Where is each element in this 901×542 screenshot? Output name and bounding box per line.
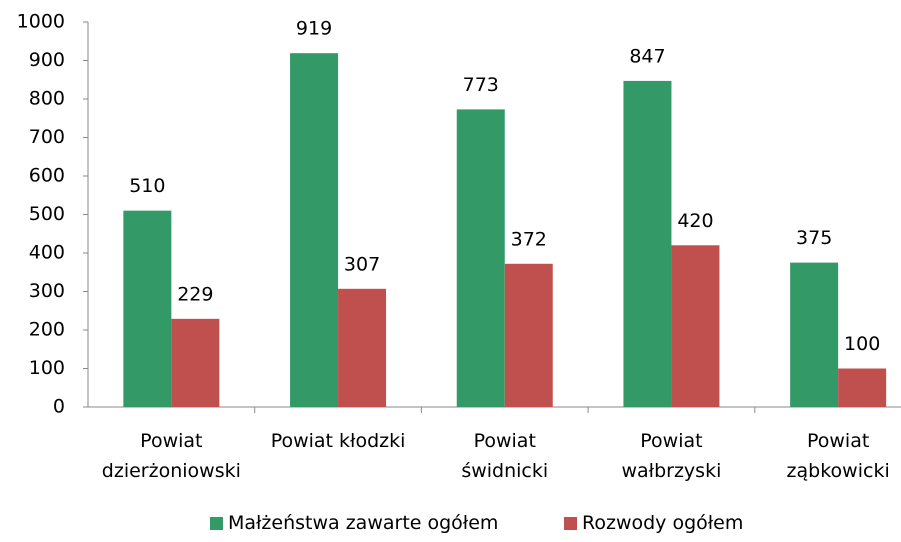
y-tick-label: 400 (29, 242, 65, 264)
y-tick-label: 1000 (17, 11, 65, 33)
bar (671, 245, 720, 407)
y-tick-label: 300 (29, 280, 65, 302)
y-tick-label: 100 (29, 357, 65, 379)
value-label: 375 (796, 227, 832, 249)
y-tick-label: 500 (29, 203, 65, 225)
y-tick-label: 900 (29, 49, 65, 71)
value-label: 773 (463, 74, 499, 96)
legend-item: Rozwody ogółem (564, 512, 743, 534)
bar (123, 210, 172, 407)
bar (838, 368, 887, 407)
bar (504, 263, 553, 407)
bar (290, 53, 339, 408)
legend-swatch (210, 516, 223, 530)
value-label: 100 (844, 333, 880, 355)
bar (790, 262, 839, 407)
y-tick-label: 700 (29, 126, 65, 148)
value-label: 510 (129, 175, 165, 197)
bar (623, 80, 672, 407)
x-tick-label: Powiat wałbrzyski (621, 430, 722, 482)
bar (456, 109, 505, 408)
value-label: 307 (344, 253, 380, 275)
x-tick-label: Powiat dzierżoniowski (101, 430, 241, 482)
legend-label: Małżeństwa zawarte ogółem (228, 512, 499, 534)
value-label: 847 (629, 45, 665, 67)
x-tick-label: Powiat ząbkowicki (786, 430, 890, 482)
y-tick-label: 200 (29, 319, 65, 341)
y-tick-label: 0 (53, 396, 65, 418)
x-tick-label: Powiat kłodzki (270, 430, 406, 452)
value-label: 372 (511, 228, 547, 250)
value-label: 919 (296, 18, 332, 40)
value-label: 420 (677, 210, 713, 232)
y-tick-label: 600 (29, 165, 65, 187)
y-tick-label: 800 (29, 88, 65, 110)
bar (171, 318, 220, 407)
legend-item: Małżeństwa zawarte ogółem (210, 512, 498, 534)
bar (338, 288, 387, 407)
legend-swatch (564, 516, 577, 530)
value-label: 229 (177, 283, 213, 305)
legend-label: Rozwody ogółem (582, 512, 744, 534)
x-tick-label: Powiat świdnicki (461, 430, 549, 482)
